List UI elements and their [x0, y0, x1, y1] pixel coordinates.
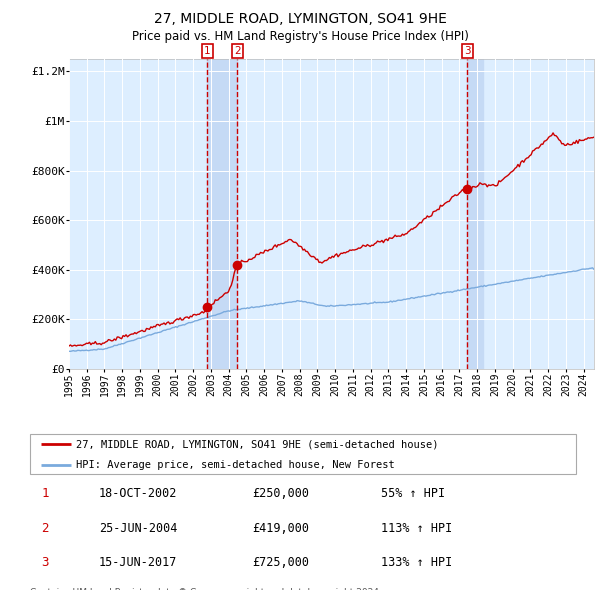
Text: £419,000: £419,000	[252, 522, 309, 535]
Text: 2: 2	[234, 46, 241, 56]
Text: 1: 1	[204, 46, 211, 56]
Text: 18-OCT-2002: 18-OCT-2002	[99, 487, 178, 500]
Text: 113% ↑ HPI: 113% ↑ HPI	[381, 522, 452, 535]
Bar	[207, 59, 237, 369]
Text: £725,000: £725,000	[252, 556, 309, 569]
Bar	[467, 59, 484, 369]
Text: 55% ↑ HPI: 55% ↑ HPI	[381, 487, 445, 500]
Text: Price paid vs. HM Land Registry's House Price Index (HPI): Price paid vs. HM Land Registry's House …	[131, 30, 469, 43]
Text: 27, MIDDLE ROAD, LYMINGTON, SO41 9HE: 27, MIDDLE ROAD, LYMINGTON, SO41 9HE	[154, 12, 446, 26]
Text: Contains HM Land Registry data © Crown copyright and database right 2024.: Contains HM Land Registry data © Crown c…	[30, 588, 382, 590]
Text: 15-JUN-2017: 15-JUN-2017	[99, 556, 178, 569]
Text: 25-JUN-2004: 25-JUN-2004	[99, 522, 178, 535]
Text: 3: 3	[464, 46, 471, 56]
Text: 3: 3	[41, 556, 49, 569]
Text: £250,000: £250,000	[252, 487, 309, 500]
FancyBboxPatch shape	[30, 434, 576, 474]
Text: 1: 1	[41, 487, 49, 500]
Text: 133% ↑ HPI: 133% ↑ HPI	[381, 556, 452, 569]
Text: 2: 2	[41, 522, 49, 535]
Text: HPI: Average price, semi-detached house, New Forest: HPI: Average price, semi-detached house,…	[76, 460, 395, 470]
Text: 27, MIDDLE ROAD, LYMINGTON, SO41 9HE (semi-detached house): 27, MIDDLE ROAD, LYMINGTON, SO41 9HE (se…	[76, 440, 439, 450]
